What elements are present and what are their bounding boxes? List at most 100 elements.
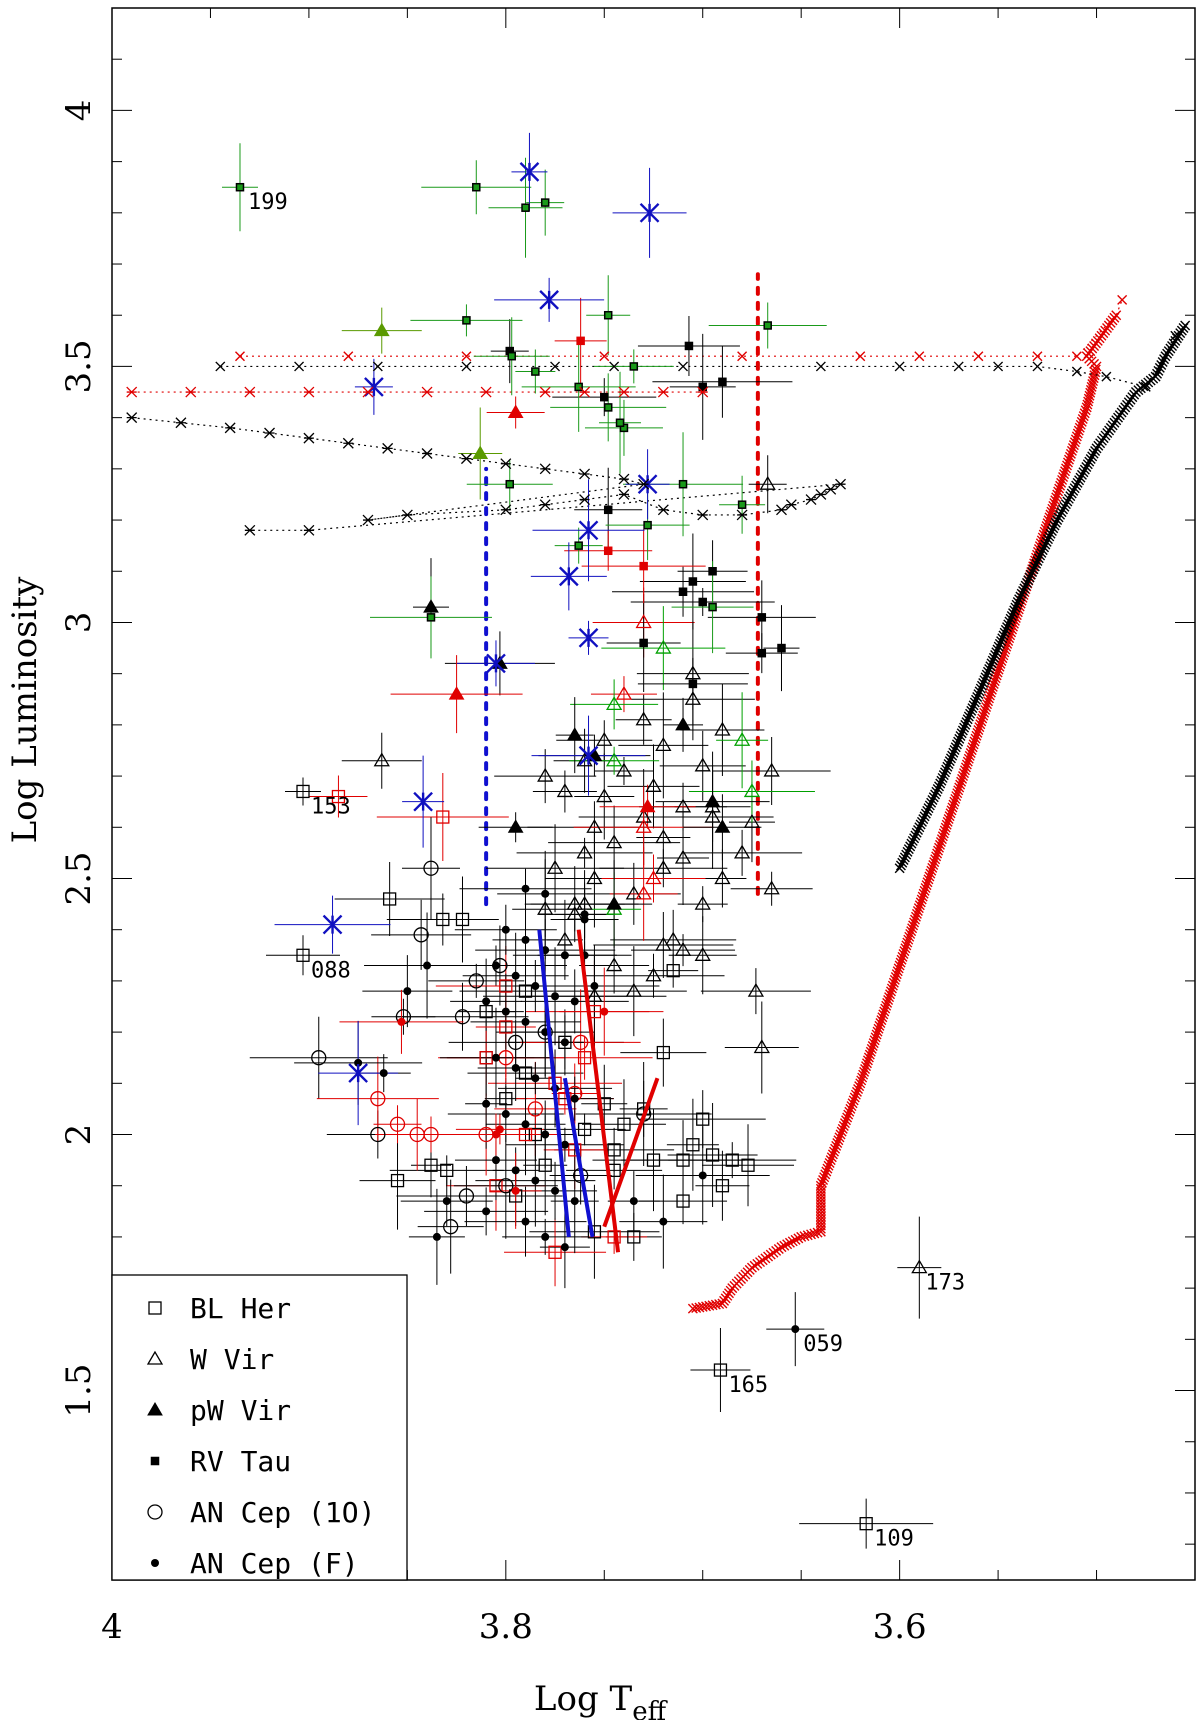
data-point-circle-open xyxy=(498,1178,514,1194)
data-point-asterisk xyxy=(362,514,374,526)
data-point-cross xyxy=(1140,381,1151,392)
data-point-star xyxy=(519,162,540,182)
evolution-track-1-mark xyxy=(918,814,929,825)
evolution-track-0-mark xyxy=(971,730,982,741)
legend-marker-square-open xyxy=(148,1301,162,1315)
error-bar-0-27 xyxy=(695,1150,750,1221)
star-id-label-109: 109 xyxy=(874,1527,914,1552)
error-bar-3-4 xyxy=(609,846,678,941)
error-bar-2-31 xyxy=(532,770,597,813)
evolution-track-1-mark xyxy=(968,700,979,711)
evolution-track-1-mark xyxy=(1050,517,1061,528)
error-bar-0-26 xyxy=(667,1103,758,1207)
data-point-square-filled xyxy=(505,479,515,489)
evolution-track-0-mark xyxy=(900,943,911,954)
evolution-track-1-mark xyxy=(971,694,982,705)
evolution-track-0-mark xyxy=(884,992,895,1003)
data-point-asterisk xyxy=(500,504,512,516)
evolution-track-0-mark xyxy=(977,713,988,724)
data-point-triangle-open xyxy=(911,1259,928,1274)
data-point-circle-filled xyxy=(423,961,432,970)
evolution-track-0-mark xyxy=(921,880,932,891)
data-point-square-open xyxy=(455,912,470,927)
evolution-track-0-mark xyxy=(824,1157,835,1168)
evolution-track-1-mark xyxy=(1079,464,1090,475)
evolution-track-0-mark xyxy=(943,814,954,825)
evolution-track-1-mark xyxy=(906,838,917,849)
evolution-track-1-mark xyxy=(1003,619,1014,630)
evolution-track-1-mark xyxy=(963,711,974,722)
evolution-track-1-mark xyxy=(1041,536,1052,547)
evolution-track-1-mark xyxy=(1157,357,1168,368)
evolution-track-0-mark xyxy=(933,845,944,856)
evolution-track-0-mark xyxy=(956,776,967,787)
error-bar-2-9 xyxy=(659,730,746,801)
evolution-track-0-mark xyxy=(934,839,945,850)
evolution-track-0-mark xyxy=(1062,460,1073,471)
y-tick-label: 3.5 xyxy=(59,339,99,393)
evolution-track-0-mark xyxy=(944,811,955,822)
evolution-track-0-mark xyxy=(1070,434,1081,445)
data-point-circle-open xyxy=(370,1091,386,1107)
data-point-square-open xyxy=(577,1051,592,1065)
evolution-track-0-mark xyxy=(1054,483,1065,494)
data-point-square-open xyxy=(666,964,680,978)
evolution-track-1-mark xyxy=(1085,453,1096,464)
data-point-triangle-open xyxy=(605,834,623,849)
evolution-track-0-mark xyxy=(967,742,978,753)
data-point-asterisk xyxy=(539,463,551,475)
data-point-square-filled xyxy=(603,505,613,515)
evolution-track-1-mark xyxy=(927,794,938,805)
evolution-track-0-mark xyxy=(910,914,920,925)
error-bar-2-46 xyxy=(724,1001,799,1094)
data-point-circle-open xyxy=(454,1009,471,1025)
data-point-cross xyxy=(1032,351,1043,362)
evolution-track-0-mark xyxy=(910,911,921,922)
legend-marker-triangle-filled xyxy=(147,1402,163,1416)
evolution-track-1-mark xyxy=(994,638,1005,649)
evolution-track-0-mark xyxy=(848,1095,859,1106)
legend-marker-circle-filled xyxy=(151,1559,159,1567)
error-bar-12-7 xyxy=(373,1105,422,1144)
data-point-cross xyxy=(599,351,610,362)
evolution-track-0-mark xyxy=(963,753,974,764)
evolution-track-0-mark xyxy=(899,946,910,957)
data-point-square-filled xyxy=(603,403,613,412)
evolution-track-0-mark xyxy=(891,969,902,980)
evolution-track-0-mark xyxy=(861,1061,872,1072)
data-point-circle-filled xyxy=(521,935,530,944)
data-point-square-filled xyxy=(472,182,481,192)
data-point-cross xyxy=(1111,310,1122,321)
evolution-track-0-mark xyxy=(942,816,953,827)
evolution-track-1-mark xyxy=(1010,602,1021,613)
evolution-track-0-mark xyxy=(880,1003,891,1014)
error-bar-2-19 xyxy=(615,694,672,745)
data-point-triangle-open xyxy=(537,900,554,915)
data-point-triangle-open xyxy=(576,844,593,859)
data-point-circle-filled xyxy=(491,1130,500,1139)
evolution-track-0-mark xyxy=(878,1009,889,1020)
data-point-triangle-open xyxy=(743,783,761,798)
data-point-asterisk xyxy=(126,386,138,398)
evolution-track-0-mark xyxy=(869,1035,880,1046)
evolution-track-1-mark xyxy=(998,630,1009,641)
evolution-track-0-mark xyxy=(860,1063,871,1074)
evolution-track-0-mark xyxy=(784,1237,795,1248)
evolution-track-1-mark xyxy=(945,753,956,764)
evolution-track-0-mark xyxy=(980,704,991,715)
evolution-track-1-mark xyxy=(979,675,990,686)
evolution-track-1-mark xyxy=(909,833,920,844)
legend: BL Her W Vir pW Vir RV Tau AN Cep (1O) AN Cep… xyxy=(111,1274,408,1581)
evolution-track-1-mark xyxy=(986,658,997,669)
evolution-track-1-mark xyxy=(1063,493,1074,504)
evolution-track-0-mark xyxy=(790,1234,801,1245)
error-bar-0-20 xyxy=(620,1018,707,1087)
evolution-track-0-mark xyxy=(949,796,960,807)
data-point-triangle-open xyxy=(694,947,711,961)
evolution-track-1-mark xyxy=(1029,561,1040,572)
data-point-asterisk xyxy=(736,509,748,521)
evolution-track-1-mark xyxy=(1066,488,1077,499)
evolution-track-1-mark xyxy=(942,761,953,772)
data-point-triangle-open xyxy=(759,475,776,490)
evolution-track-0-mark xyxy=(799,1231,810,1242)
